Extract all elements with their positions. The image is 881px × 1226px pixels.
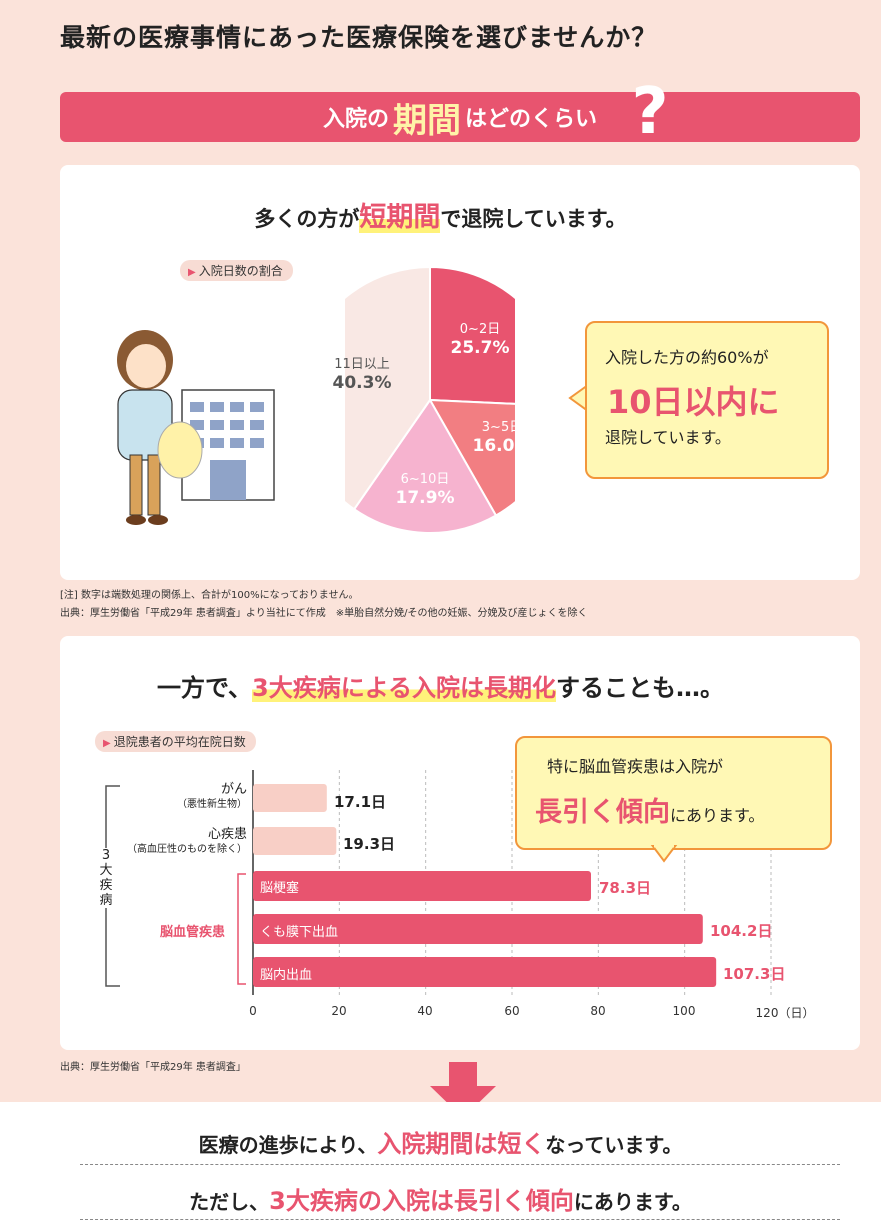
bar-4 [253, 957, 717, 987]
pie-slice-1 [428, 398, 515, 517]
subtitle-em: 短期間 [359, 202, 441, 233]
triangle-right-icon: ▶ [188, 267, 196, 278]
group-label-cerebro: 脳血管疾患 [160, 925, 226, 940]
callout-line3: 退院しています。 [605, 428, 731, 447]
pie-tag: ▶ 入院日数の割合 [180, 260, 293, 281]
pie-val-0: 25.7% [450, 338, 510, 358]
tick-20: 20 [331, 1004, 347, 1018]
tick-120: 120（日） [755, 1006, 815, 1020]
cat-label-heart: 心疾患 （高血圧性のものを除く） [95, 827, 247, 857]
triangle-right-icon: ▶ [103, 738, 111, 749]
bar-value-infarction: 78.3日 [599, 879, 652, 897]
callout2-post: にあります。 [670, 806, 765, 825]
pie-cat-2: 6~10日 [400, 472, 450, 487]
callout2-line1: 特に脳血管疾患は入院が [547, 757, 724, 776]
callout2-line2: 長引く傾向にあります。 [535, 790, 764, 829]
pie-label-11plus: 11日以上 40.3% [322, 355, 402, 393]
c2-em: 3大疾病の入院は長引く傾向 [269, 1187, 574, 1215]
subtitle2-post: することも…。 [556, 674, 725, 702]
bar-tag-label: 退院患者の平均在院日数 [113, 735, 246, 749]
pie-slice-3 [345, 265, 431, 511]
pie-label-3-5: 3~5日 16.0% [462, 418, 542, 456]
c1-em: 入院期間は短く [377, 1130, 546, 1158]
question-mark-icon: ? [631, 75, 669, 149]
bar-value-intracerebral: 107.3日 [723, 965, 786, 983]
bar-value-cancer: 17.1日 [334, 793, 387, 811]
bar-3 [253, 914, 703, 944]
banner-big: 期間 [393, 100, 461, 141]
pie-slice-0 [429, 265, 515, 405]
divider-dashed [80, 1219, 840, 1220]
callout2-big: 長引く傾向 [535, 797, 670, 828]
section2-subtitle: 一方で、3大疾病による入院は長期化することも…。 [0, 668, 881, 703]
tick-100: 100 [672, 1004, 696, 1018]
c1-post: なっています。 [545, 1133, 683, 1157]
bar-chart [252, 770, 772, 995]
banner-post: はどのくらい [465, 107, 598, 132]
tick-80: 80 [590, 1004, 606, 1018]
pie-tag-label: 入院日数の割合 [198, 264, 283, 278]
bar-1 [253, 827, 337, 855]
cat-name-1: 心疾患 [207, 827, 247, 842]
cat-label-cancer: がん （悪性新生物） [95, 782, 247, 812]
subtitle-pre: 多くの方が [254, 207, 360, 231]
note-source-1: 出典：厚生労働省「平成29年 患者調査」より当社にて作成 ※単胎自然分娩/その他… [60, 608, 588, 619]
callout-60-percent: 入院した方の約60%が 10日以内に 退院しています。 [585, 321, 829, 479]
bar-0 [253, 784, 327, 812]
pie-val-2: 17.9% [395, 488, 455, 508]
section1-subtitle: 多くの方が短期間で退院しています。 [0, 195, 881, 234]
c2-pre: ただし、 [189, 1190, 270, 1214]
conclusion-line2: ただし、3大疾病の入院は長引く傾向にあります。 [0, 1181, 881, 1216]
c2-post: にあります。 [573, 1190, 692, 1214]
pie-label-0-2: 0~2日 25.7% [440, 320, 520, 358]
cat-sub-1: （高血圧性のものを除く） [127, 844, 247, 855]
bar-label-subarachnoid: くも膜下出血 [260, 925, 339, 940]
pie-cat-1: 3~5日 [481, 420, 523, 435]
woman-leaving-hospital-illustration [117, 330, 275, 525]
bar-value-heart: 19.3日 [343, 835, 396, 853]
group-brackets [105, 785, 246, 987]
pie-cat-0: 0~2日 [459, 322, 501, 337]
divider-dashed [80, 1164, 840, 1165]
bar-tag: ▶ 退院患者の平均在院日数 [95, 731, 256, 752]
tick-0: 0 [249, 1004, 257, 1018]
tick-60: 60 [504, 1004, 520, 1018]
note-source-2: 出典：厚生労働省「平成29年 患者調査」 [60, 1062, 246, 1073]
callout-line1: 入院した方の約60%が [605, 348, 769, 367]
subtitle-post: で退院しています。 [440, 207, 627, 231]
cat-sub-0: （悪性新生物） [177, 799, 247, 810]
pie-label-6-10: 6~10日 17.9% [385, 470, 465, 508]
callout-cerebro: 特に脳血管疾患は入院が 長引く傾向にあります。 [515, 736, 832, 850]
bubble-pointer-icon [650, 845, 678, 863]
banner-pre: 入院の [322, 107, 389, 132]
tick-40: 40 [417, 1004, 433, 1018]
bar-value-subarachnoid: 104.2日 [710, 922, 773, 940]
bar-2 [253, 871, 591, 901]
pie-val-3: 40.3% [332, 373, 392, 393]
pie-cat-3: 11日以上 [334, 357, 390, 372]
page-headline: 最新の医療事情にあった医療保険を選びませんか？ [60, 23, 658, 52]
conclusion-line1: 医療の進歩により、入院期間は短くなっています。 [0, 1124, 881, 1159]
group-label-3-diseases: 3大疾病 [98, 848, 114, 908]
bar-label-infarction: 脳梗塞 [260, 881, 300, 896]
bar-label-intracerebral: 脳内出血 [260, 968, 313, 983]
pie-slice-2 [352, 398, 498, 534]
pie-val-1: 16.0% [472, 436, 532, 456]
callout-big: 10日以内に [607, 383, 780, 421]
subtitle2-pre: 一方で、 [156, 674, 253, 702]
subtitle2-em: 3大疾病による入院は長期化 [252, 674, 557, 702]
c1-pre: 医療の進歩により、 [198, 1133, 378, 1157]
title-banner: 入院の 期間 はどのくらい [60, 92, 860, 142]
banner-text: 入院の 期間 はどのくらい [60, 92, 860, 142]
pie-chart [345, 265, 515, 534]
cat-name-0: がん [220, 782, 247, 797]
note-rounding: [注] 数字は端数処理の関係上、合計が100%になっておりません。 [60, 590, 359, 601]
